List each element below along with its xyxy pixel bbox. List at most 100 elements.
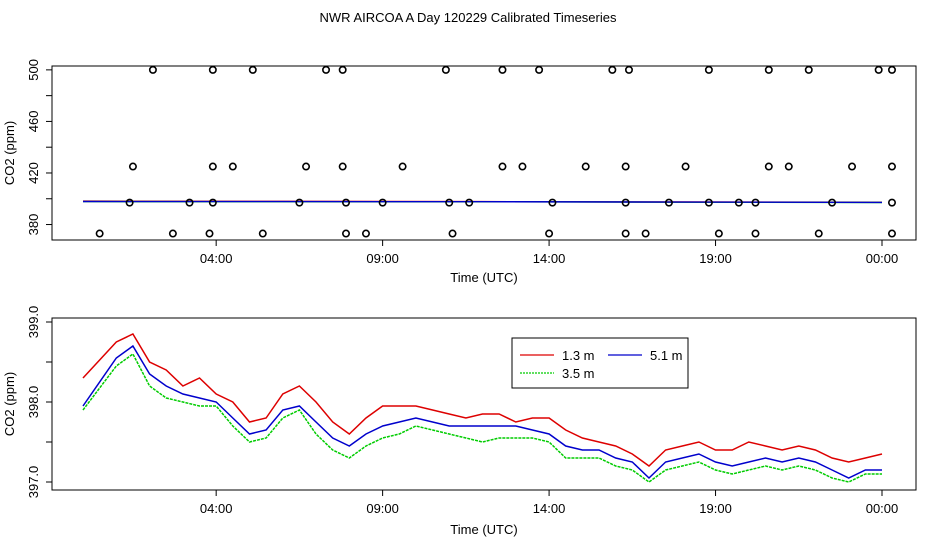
bottom-x-tick-label: 19:00 [699, 501, 732, 516]
legend-label-3-5m: 3.5 m [562, 366, 595, 381]
top-data-point [302, 162, 311, 171]
top-data-point [248, 65, 257, 74]
bottom-y-tick-label: 397.0 [26, 466, 41, 499]
top-x-tick-label: 09:00 [366, 251, 399, 266]
top-data-point [258, 229, 267, 238]
page-title: NWR AIRCOA A Day 120229 Calibrated Times… [320, 10, 617, 25]
top-y-tick-label: 380 [26, 214, 41, 236]
top-data-point [804, 65, 813, 74]
bottom-series-line [82, 344, 882, 480]
top-data-point [751, 198, 760, 207]
top-data-point [581, 162, 590, 171]
top-y-tick-label: 420 [26, 162, 41, 184]
top-data-point [814, 229, 823, 238]
top-data-point [338, 162, 347, 171]
bottom-x-tick-label: 04:00 [200, 501, 233, 516]
bottom-x-tick-label: 14:00 [533, 501, 566, 516]
top-y-tick-label: 460 [26, 111, 41, 133]
top-data-point [764, 162, 773, 171]
top-data-point [148, 65, 157, 74]
bottom-x-axis: 04:00 09:00 14:00 19:00 00:00 [200, 490, 898, 516]
top-series-lines [82, 200, 883, 204]
legend-box [511, 337, 689, 389]
top-y-axis: 380 420 460 500 [26, 59, 52, 235]
top-data-point [338, 65, 347, 74]
top-data-point [445, 198, 454, 207]
top-data-point [714, 229, 723, 238]
legend: 1.3 m 5.1 m 3.5 m [511, 337, 689, 389]
top-data-point [205, 229, 214, 238]
top-y-label: CO2 (ppm) [2, 121, 17, 185]
bottom-series-line [82, 352, 882, 483]
bottom-y-axis: 397.0 398.0 399.0 [26, 306, 52, 499]
top-data-point [704, 65, 713, 74]
top-data-point [621, 162, 630, 171]
top-data-point [548, 198, 557, 207]
top-data-point [887, 65, 896, 74]
top-data-point [342, 229, 351, 238]
top-data-point [621, 198, 630, 207]
top-data-point [378, 198, 387, 207]
top-data-point [95, 229, 104, 238]
top-data-point [322, 65, 331, 74]
top-plot-frame [51, 65, 917, 241]
top-data-point [621, 229, 630, 238]
top-x-label: Time (UTC) [450, 270, 517, 285]
top-data-point [535, 65, 544, 74]
top-data-point [498, 65, 507, 74]
top-data-point [764, 65, 773, 74]
bottom-plot: 04:00 09:00 14:00 19:00 00:00 397.0 398.0 399.… [2, 306, 917, 537]
top-data-point [681, 162, 690, 171]
bottom-y-tick-label: 399.0 [26, 306, 41, 339]
top-y-tick-label: 500 [26, 59, 41, 81]
top-data-point [784, 162, 793, 171]
top-plot: 04:00 09:00 14:00 19:00 00:00 380 420 460 500 T… [2, 59, 917, 285]
top-data-point [624, 65, 633, 74]
top-data-point [185, 198, 194, 207]
top-data-point [545, 229, 554, 238]
bottom-x-label: Time (UTC) [450, 522, 517, 537]
bottom-series-lines [82, 333, 883, 483]
top-x-tick-label: 04:00 [200, 251, 233, 266]
top-data-point [125, 198, 134, 207]
top-data-point [704, 198, 713, 207]
top-data-point [874, 65, 883, 74]
top-data-point [361, 229, 370, 238]
top-data-point [887, 198, 896, 207]
top-data-point [398, 162, 407, 171]
top-data-point [465, 198, 474, 207]
top-x-tick-label: 19:00 [699, 251, 732, 266]
top-x-axis: 04:00 09:00 14:00 19:00 00:00 [200, 240, 898, 266]
top-data-point [828, 198, 837, 207]
top-data-point [641, 229, 650, 238]
top-data-point [441, 65, 450, 74]
legend-label-5-1m: 5.1 m [650, 348, 683, 363]
top-data-point [208, 198, 217, 207]
bottom-x-tick-label: 00:00 [866, 501, 899, 516]
top-points [95, 65, 896, 238]
top-data-point [664, 198, 673, 207]
top-data-point [518, 162, 527, 171]
top-data-point [751, 229, 760, 238]
top-data-point [295, 198, 304, 207]
top-data-point [208, 65, 217, 74]
top-data-point [498, 162, 507, 171]
bottom-plot-frame [51, 317, 917, 491]
top-data-point [228, 162, 237, 171]
bottom-x-tick-label: 09:00 [366, 501, 399, 516]
top-data-point [887, 162, 896, 171]
bottom-y-tick-label: 398.0 [26, 386, 41, 419]
top-data-point [448, 229, 457, 238]
top-data-point [128, 162, 137, 171]
top-data-point [887, 229, 896, 238]
top-x-tick-label: 14:00 [533, 251, 566, 266]
top-data-point [208, 162, 217, 171]
top-data-point [848, 162, 857, 171]
bottom-series-line [82, 333, 883, 467]
legend-label-1-3m: 1.3 m [562, 348, 595, 363]
top-data-point [734, 198, 743, 207]
top-data-point [168, 229, 177, 238]
top-x-tick-label: 00:00 [866, 251, 899, 266]
top-data-point [342, 198, 351, 207]
